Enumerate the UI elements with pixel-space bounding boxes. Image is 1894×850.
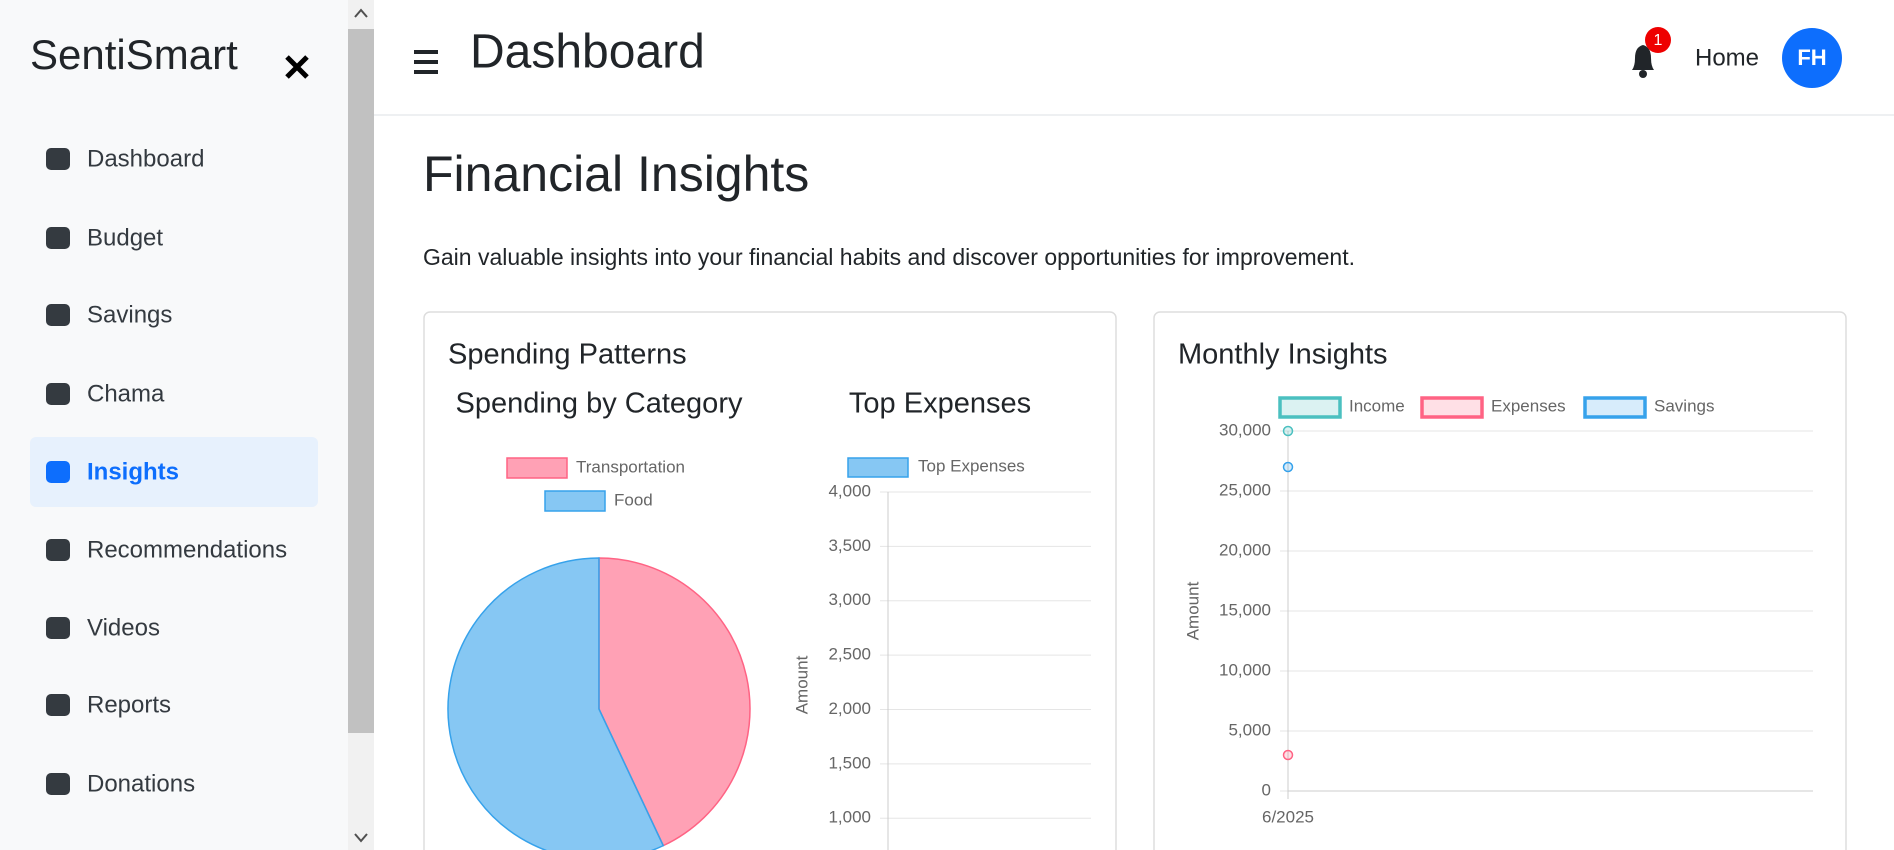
nav-item[interactable]: Savings (46, 301, 172, 328)
y-tick-label: 30,000 (1219, 420, 1271, 439)
header-title: Dashboard (470, 26, 705, 79)
y-tick-label: 20,000 (1219, 540, 1271, 559)
nav-item[interactable]: Chama (46, 380, 165, 407)
pie-slice (598, 557, 751, 847)
legend-label: Food (614, 490, 653, 509)
y-tick-label: 3,000 (828, 590, 871, 609)
scrollbar-thumb[interactable] (348, 29, 374, 733)
legend-label: Income (1349, 396, 1405, 415)
legend-swatch (1583, 396, 1647, 419)
point (1282, 461, 1294, 473)
legend-label: Transportation (576, 457, 685, 476)
legend-label: Top Expenses (918, 456, 1025, 475)
y-tick-label: 10,000 (1219, 660, 1271, 679)
nav-label: Donations (87, 770, 195, 797)
nav-label: Videos (87, 614, 160, 641)
nav-item[interactable]: Donations (46, 770, 195, 797)
avatar-initials: FH (1797, 45, 1826, 70)
bell-clapper (1639, 70, 1647, 78)
avatar[interactable] (1782, 28, 1842, 88)
legend-swatch (506, 457, 568, 479)
y-tick-label: 1,000 (828, 808, 871, 827)
badge (1645, 27, 1671, 53)
chart-title: Spending by Category (456, 388, 743, 420)
scroll-up[interactable] (354, 8, 368, 18)
bell-icon (1632, 45, 1654, 70)
y-tick-label: 5,000 (1228, 720, 1271, 739)
page-title: Financial Insights (423, 146, 809, 202)
home-link[interactable]: Home (1695, 44, 1759, 71)
nav-label: Chama (87, 380, 165, 407)
y-tick-label: 1,500 (828, 753, 871, 772)
nav-item[interactable]: Dashboard (46, 145, 204, 172)
nav-label: Reports (87, 691, 171, 718)
y-tick-label: 15,000 (1219, 600, 1271, 619)
nav-icon (46, 148, 70, 170)
notifications[interactable]: 1 (1632, 27, 1671, 78)
nav-label: Budget (87, 224, 163, 251)
legend-label: Expenses (1491, 396, 1566, 415)
nav-icon (46, 694, 70, 716)
point (1282, 749, 1294, 761)
y-tick-label: 25,000 (1219, 480, 1271, 499)
y-tick-label: 4,000 (828, 481, 871, 500)
nav-item[interactable]: Recommendations (46, 536, 287, 563)
card-title: Monthly Insights (1178, 339, 1388, 371)
nav-icon (46, 227, 70, 249)
nav-item[interactable]: Reports (46, 691, 171, 718)
card-title: Spending Patterns (448, 339, 687, 371)
nav: Dashboard Budget Savings Chama Insights Recom… (30, 145, 318, 797)
point (1282, 425, 1294, 437)
page-description: Gain valuable insights into your financi… (423, 244, 1355, 270)
y-tick-label: 0 (1262, 780, 1271, 799)
badge-count: 1 (1654, 32, 1663, 49)
sidebar (0, 0, 348, 850)
legend-swatch (1420, 396, 1484, 419)
nav-item[interactable]: Insights (30, 437, 318, 507)
nav-label: Savings (87, 301, 172, 328)
close-button[interactable] (285, 55, 309, 79)
scroll-down[interactable] (354, 833, 368, 843)
axis-label: Amount (1183, 581, 1202, 640)
y-tick-label: 2,500 (828, 645, 871, 664)
nav-label: Dashboard (87, 145, 204, 172)
nav-icon (46, 539, 70, 561)
nav-label: Recommendations (87, 536, 287, 563)
nav-icon (46, 617, 70, 639)
menu-toggle[interactable] (414, 50, 438, 74)
axis-label: Amount (792, 655, 811, 714)
legend-label: Savings (1654, 396, 1714, 415)
y-tick-label: 2,000 (828, 699, 871, 718)
nav-icon (46, 773, 70, 795)
nav-label: Insights (87, 458, 179, 485)
nav-icon (46, 304, 70, 326)
legend-swatch (847, 457, 909, 478)
legend-swatch (1278, 396, 1342, 419)
nav-item[interactable]: Videos (46, 614, 160, 641)
nav-active-bg (30, 437, 318, 507)
brand: SentiSmart (30, 31, 238, 78)
card (1153, 311, 1847, 850)
y-tick-label: 3,500 (828, 536, 871, 555)
nav-icon (46, 383, 70, 405)
nav-item[interactable]: Budget (46, 224, 163, 251)
nav-icon (46, 461, 70, 483)
legend-swatch (544, 490, 606, 512)
chart-title: Top Expenses (849, 388, 1031, 420)
x-tick-label: 6/2025 (1262, 807, 1314, 826)
pie-slice (447, 557, 665, 850)
